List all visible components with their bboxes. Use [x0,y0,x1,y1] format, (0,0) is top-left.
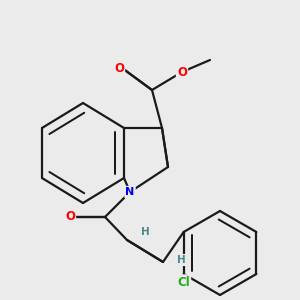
Text: O: O [114,61,124,74]
Text: N: N [125,187,135,197]
Text: O: O [177,65,187,79]
Text: H: H [141,227,149,237]
Text: O: O [65,211,75,224]
Text: H: H [177,255,185,265]
Text: Cl: Cl [177,275,190,289]
